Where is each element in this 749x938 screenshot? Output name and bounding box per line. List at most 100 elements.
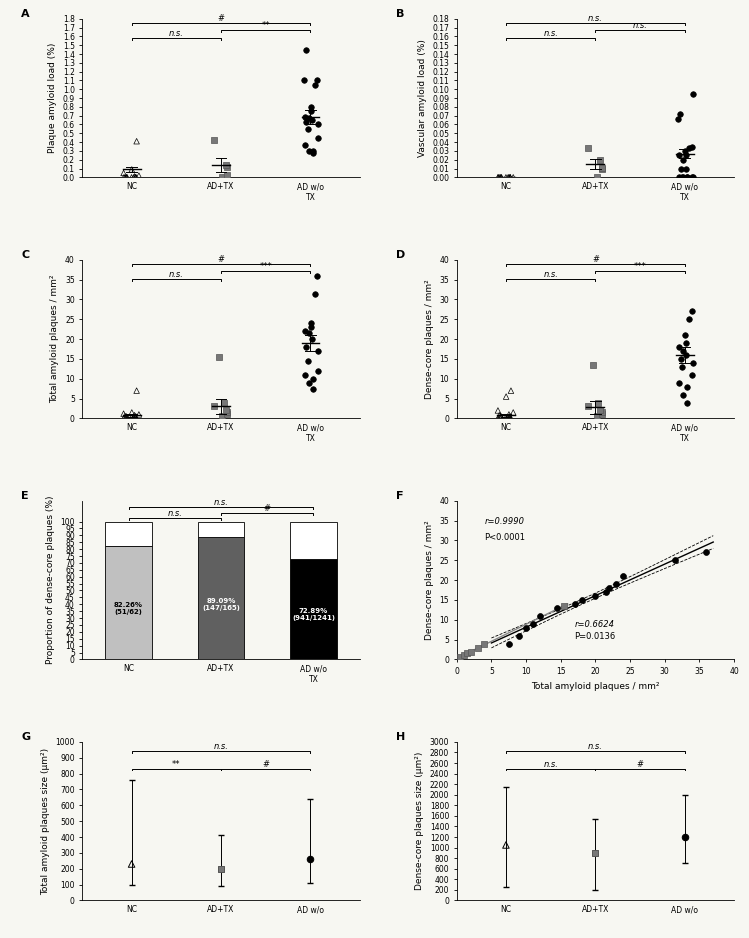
Y-axis label: Dense-core plaques / mm²: Dense-core plaques / mm² (425, 280, 434, 399)
Y-axis label: Total amyloid plaques size (μm²): Total amyloid plaques size (μm²) (41, 748, 50, 895)
Text: E: E (22, 491, 29, 501)
Point (589, 588, 601, 603)
Text: **: ** (261, 21, 270, 30)
Point (575, 593, 587, 608)
Point (121, 410, 133, 425)
Point (121, 170, 133, 185)
Text: n.s.: n.s. (169, 270, 184, 280)
Text: #: # (217, 255, 225, 265)
Point (312, 73, 324, 88)
Text: #: # (262, 760, 269, 768)
X-axis label: Total amyloid plaques / mm²: Total amyloid plaques / mm² (531, 682, 660, 690)
Point (303, 111, 315, 126)
Point (686, 139, 698, 154)
Text: G: G (22, 732, 31, 742)
Y-axis label: Dense-core plaques size (μm²): Dense-core plaques size (μm²) (415, 752, 424, 890)
Text: #: # (217, 14, 225, 23)
Point (682, 170, 694, 185)
Point (595, 403, 607, 418)
Point (307, 144, 319, 159)
Point (118, 406, 130, 421)
Point (309, 286, 321, 301)
Text: H: H (395, 732, 405, 742)
Point (503, 636, 515, 651)
Point (503, 407, 515, 422)
Point (119, 170, 131, 185)
Point (454, 650, 466, 665)
Text: n.s.: n.s. (169, 29, 184, 38)
Point (133, 168, 145, 183)
Point (213, 350, 225, 365)
Point (595, 161, 607, 176)
Point (520, 620, 532, 635)
Bar (106, 522, 152, 546)
Point (130, 383, 142, 398)
Point (504, 170, 516, 185)
Point (687, 170, 699, 185)
Point (676, 359, 688, 374)
Point (303, 144, 315, 159)
Point (458, 648, 470, 663)
Point (130, 170, 142, 185)
Point (312, 343, 324, 358)
Point (595, 152, 607, 167)
Point (222, 167, 234, 182)
Point (492, 411, 504, 426)
Point (303, 325, 315, 340)
Point (677, 152, 689, 167)
Bar (198, 537, 244, 659)
Point (472, 640, 484, 655)
Point (126, 405, 138, 420)
Text: #: # (264, 504, 270, 513)
Point (302, 121, 314, 136)
Point (118, 170, 130, 185)
Point (595, 405, 607, 420)
Point (679, 148, 691, 163)
Point (312, 117, 324, 132)
Point (222, 159, 234, 174)
Bar (198, 522, 244, 537)
Point (600, 584, 612, 599)
Point (682, 379, 694, 394)
Text: n.s.: n.s. (543, 760, 558, 768)
Text: 72.89%
(941/1241): 72.89% (941/1241) (292, 608, 335, 621)
Point (312, 268, 324, 283)
Y-axis label: Vascular amyloid load (%): Vascular amyloid load (%) (417, 39, 426, 157)
Text: P<0.0001: P<0.0001 (485, 533, 526, 541)
Text: n.s.: n.s. (213, 742, 228, 751)
Point (504, 409, 516, 424)
Point (118, 411, 130, 426)
Point (461, 646, 473, 661)
Point (676, 170, 688, 185)
Y-axis label: Dense-core plaques / mm²: Dense-core plaques / mm² (425, 521, 434, 640)
Point (504, 170, 516, 185)
Point (677, 343, 689, 358)
Point (479, 636, 491, 651)
Point (121, 410, 133, 425)
Point (673, 340, 685, 355)
Point (591, 409, 603, 424)
Point (492, 170, 504, 185)
Text: A: A (22, 8, 30, 19)
Point (679, 829, 691, 844)
Point (119, 409, 131, 424)
Point (500, 389, 512, 404)
Point (504, 411, 516, 426)
Point (503, 170, 515, 185)
Point (300, 340, 312, 355)
Point (495, 170, 507, 185)
Point (130, 170, 142, 185)
Point (502, 411, 514, 426)
Point (610, 577, 622, 592)
Point (675, 352, 687, 367)
Point (673, 375, 685, 390)
Point (305, 104, 317, 119)
Point (617, 568, 629, 583)
Point (300, 42, 312, 57)
Point (534, 609, 546, 624)
Point (669, 552, 681, 567)
Point (505, 383, 517, 398)
Text: D: D (395, 250, 405, 260)
Point (126, 162, 138, 177)
Text: ***: *** (634, 262, 646, 271)
